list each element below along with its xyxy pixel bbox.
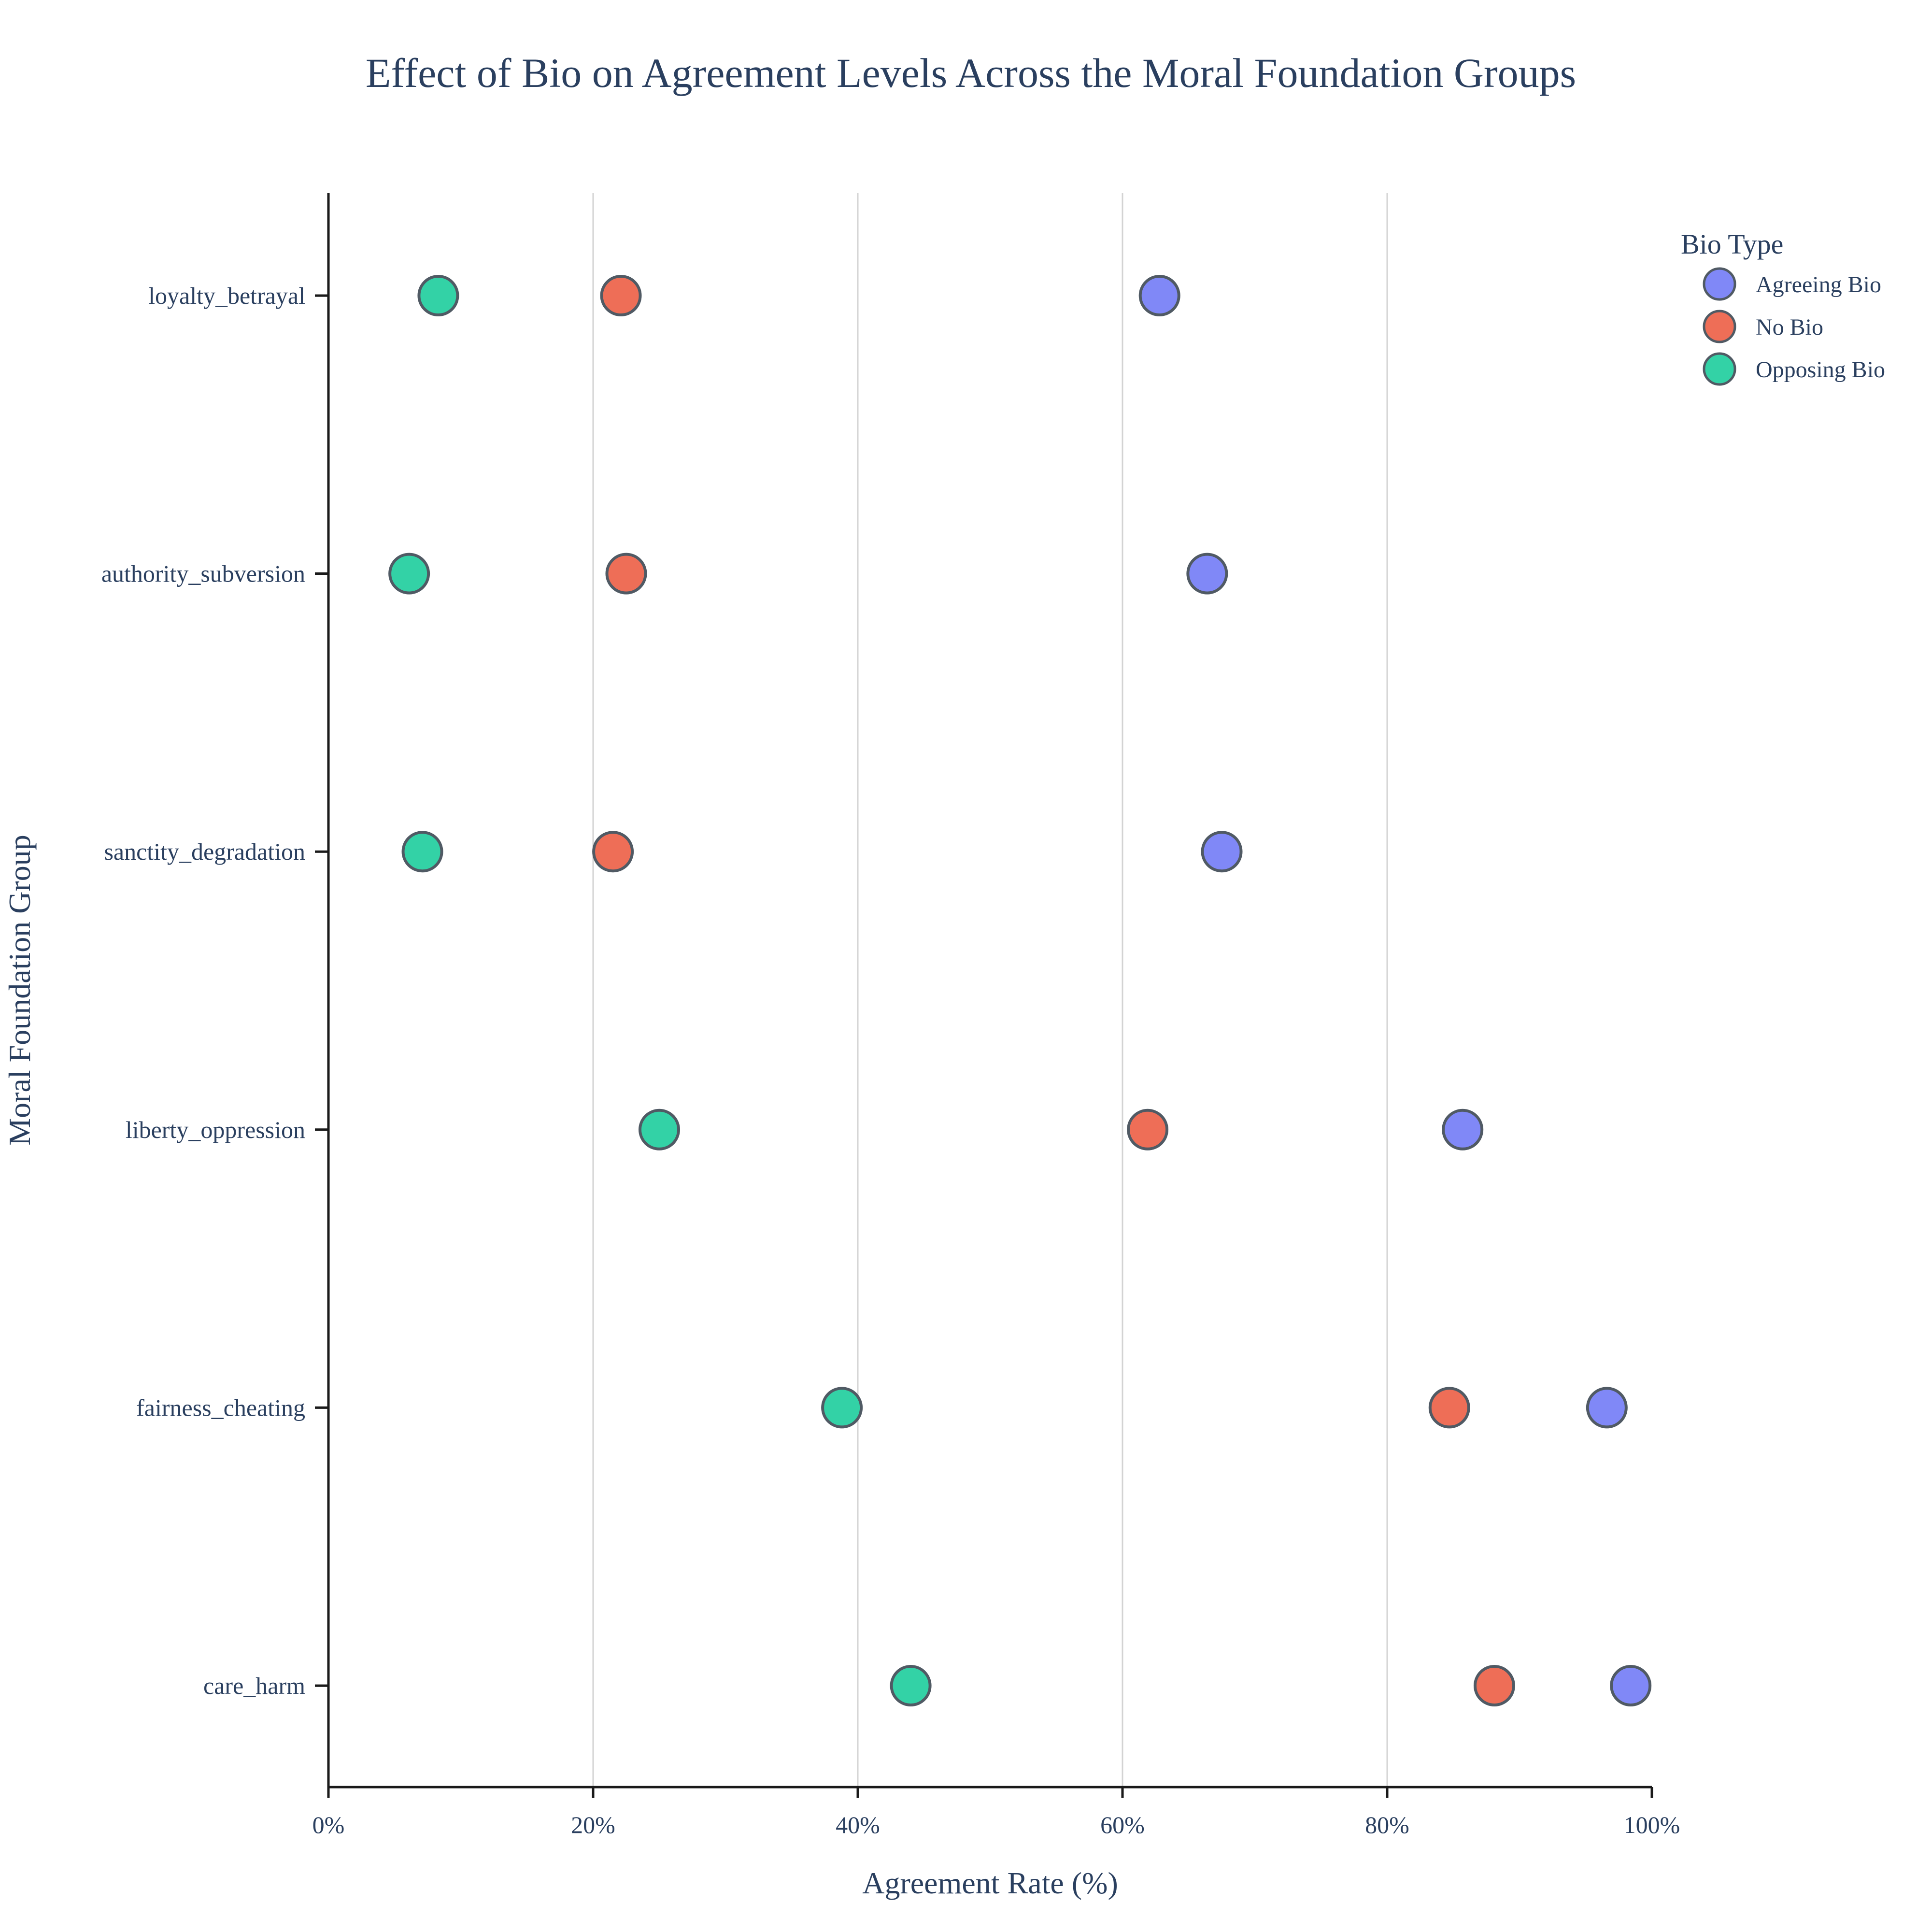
x-tick-label: 60% <box>1100 1811 1145 1838</box>
y-tick-label: liberty_oppression <box>126 1116 305 1143</box>
data-point-opposing-bio <box>821 1387 863 1429</box>
data-point-opposing-bio <box>639 1108 680 1151</box>
axes: 0% 20% 40% 60% 80% 100% loyalty_betrayalauthor… <box>101 193 1680 1838</box>
x-tick-label: 80% <box>1365 1811 1409 1838</box>
legend-items: Agreeing Bio No Bio Opposing Bio <box>1703 267 1885 386</box>
y-tick-label: loyalty_betrayal <box>148 282 305 309</box>
legend-marker <box>1703 267 1736 301</box>
data-point-agreeing-bio <box>1610 1665 1652 1706</box>
data-point-opposing-bio <box>401 831 443 873</box>
data-points <box>388 275 1652 1706</box>
data-point-opposing-bio <box>890 1665 932 1706</box>
data-point-agreeing-bio <box>1442 1108 1484 1151</box>
data-point-no-bio <box>1428 1387 1470 1429</box>
y-axis-title: Moral Foundation Group <box>2 835 37 1146</box>
grid-lines <box>592 193 1388 1787</box>
legend-marker <box>1703 352 1736 386</box>
y-tick-label: authority_subversion <box>101 560 305 587</box>
data-point-agreeing-bio <box>1186 553 1228 595</box>
legend-marker <box>1703 310 1736 343</box>
legend-label: Agreeing Bio <box>1756 272 1881 298</box>
data-point-no-bio <box>592 831 634 873</box>
x-tick-label: 20% <box>571 1811 615 1838</box>
y-tick-label: care_harm <box>203 1672 305 1699</box>
data-point-no-bio <box>1127 1108 1169 1151</box>
y-tick-label: sanctity_degradation <box>104 838 305 865</box>
x-tick-label: 0% <box>313 1811 345 1838</box>
data-point-no-bio <box>1473 1665 1515 1706</box>
data-point-no-bio <box>600 275 642 316</box>
legend-title: Bio Type <box>1681 228 1783 260</box>
legend: Bio Type Agreeing Bio No Bio Opposing Bio <box>1681 228 1885 386</box>
data-point-agreeing-bio <box>1201 831 1243 873</box>
y-tick-label: fairness_cheating <box>136 1394 305 1421</box>
x-tick-label: 100% <box>1624 1811 1680 1838</box>
data-point-agreeing-bio <box>1586 1387 1628 1429</box>
x-tick-label: 40% <box>836 1811 880 1838</box>
data-point-opposing-bio <box>388 553 430 595</box>
x-axis-title: Agreement Rate (%) <box>862 1866 1118 1900</box>
data-point-no-bio <box>605 553 647 595</box>
data-point-opposing-bio <box>417 275 459 316</box>
chart-title: Effect of Bio on Agreement Levels Across… <box>366 50 1576 96</box>
data-point-agreeing-bio <box>1138 275 1180 316</box>
legend-label: No Bio <box>1756 314 1823 340</box>
legend-label: Opposing Bio <box>1756 357 1885 383</box>
